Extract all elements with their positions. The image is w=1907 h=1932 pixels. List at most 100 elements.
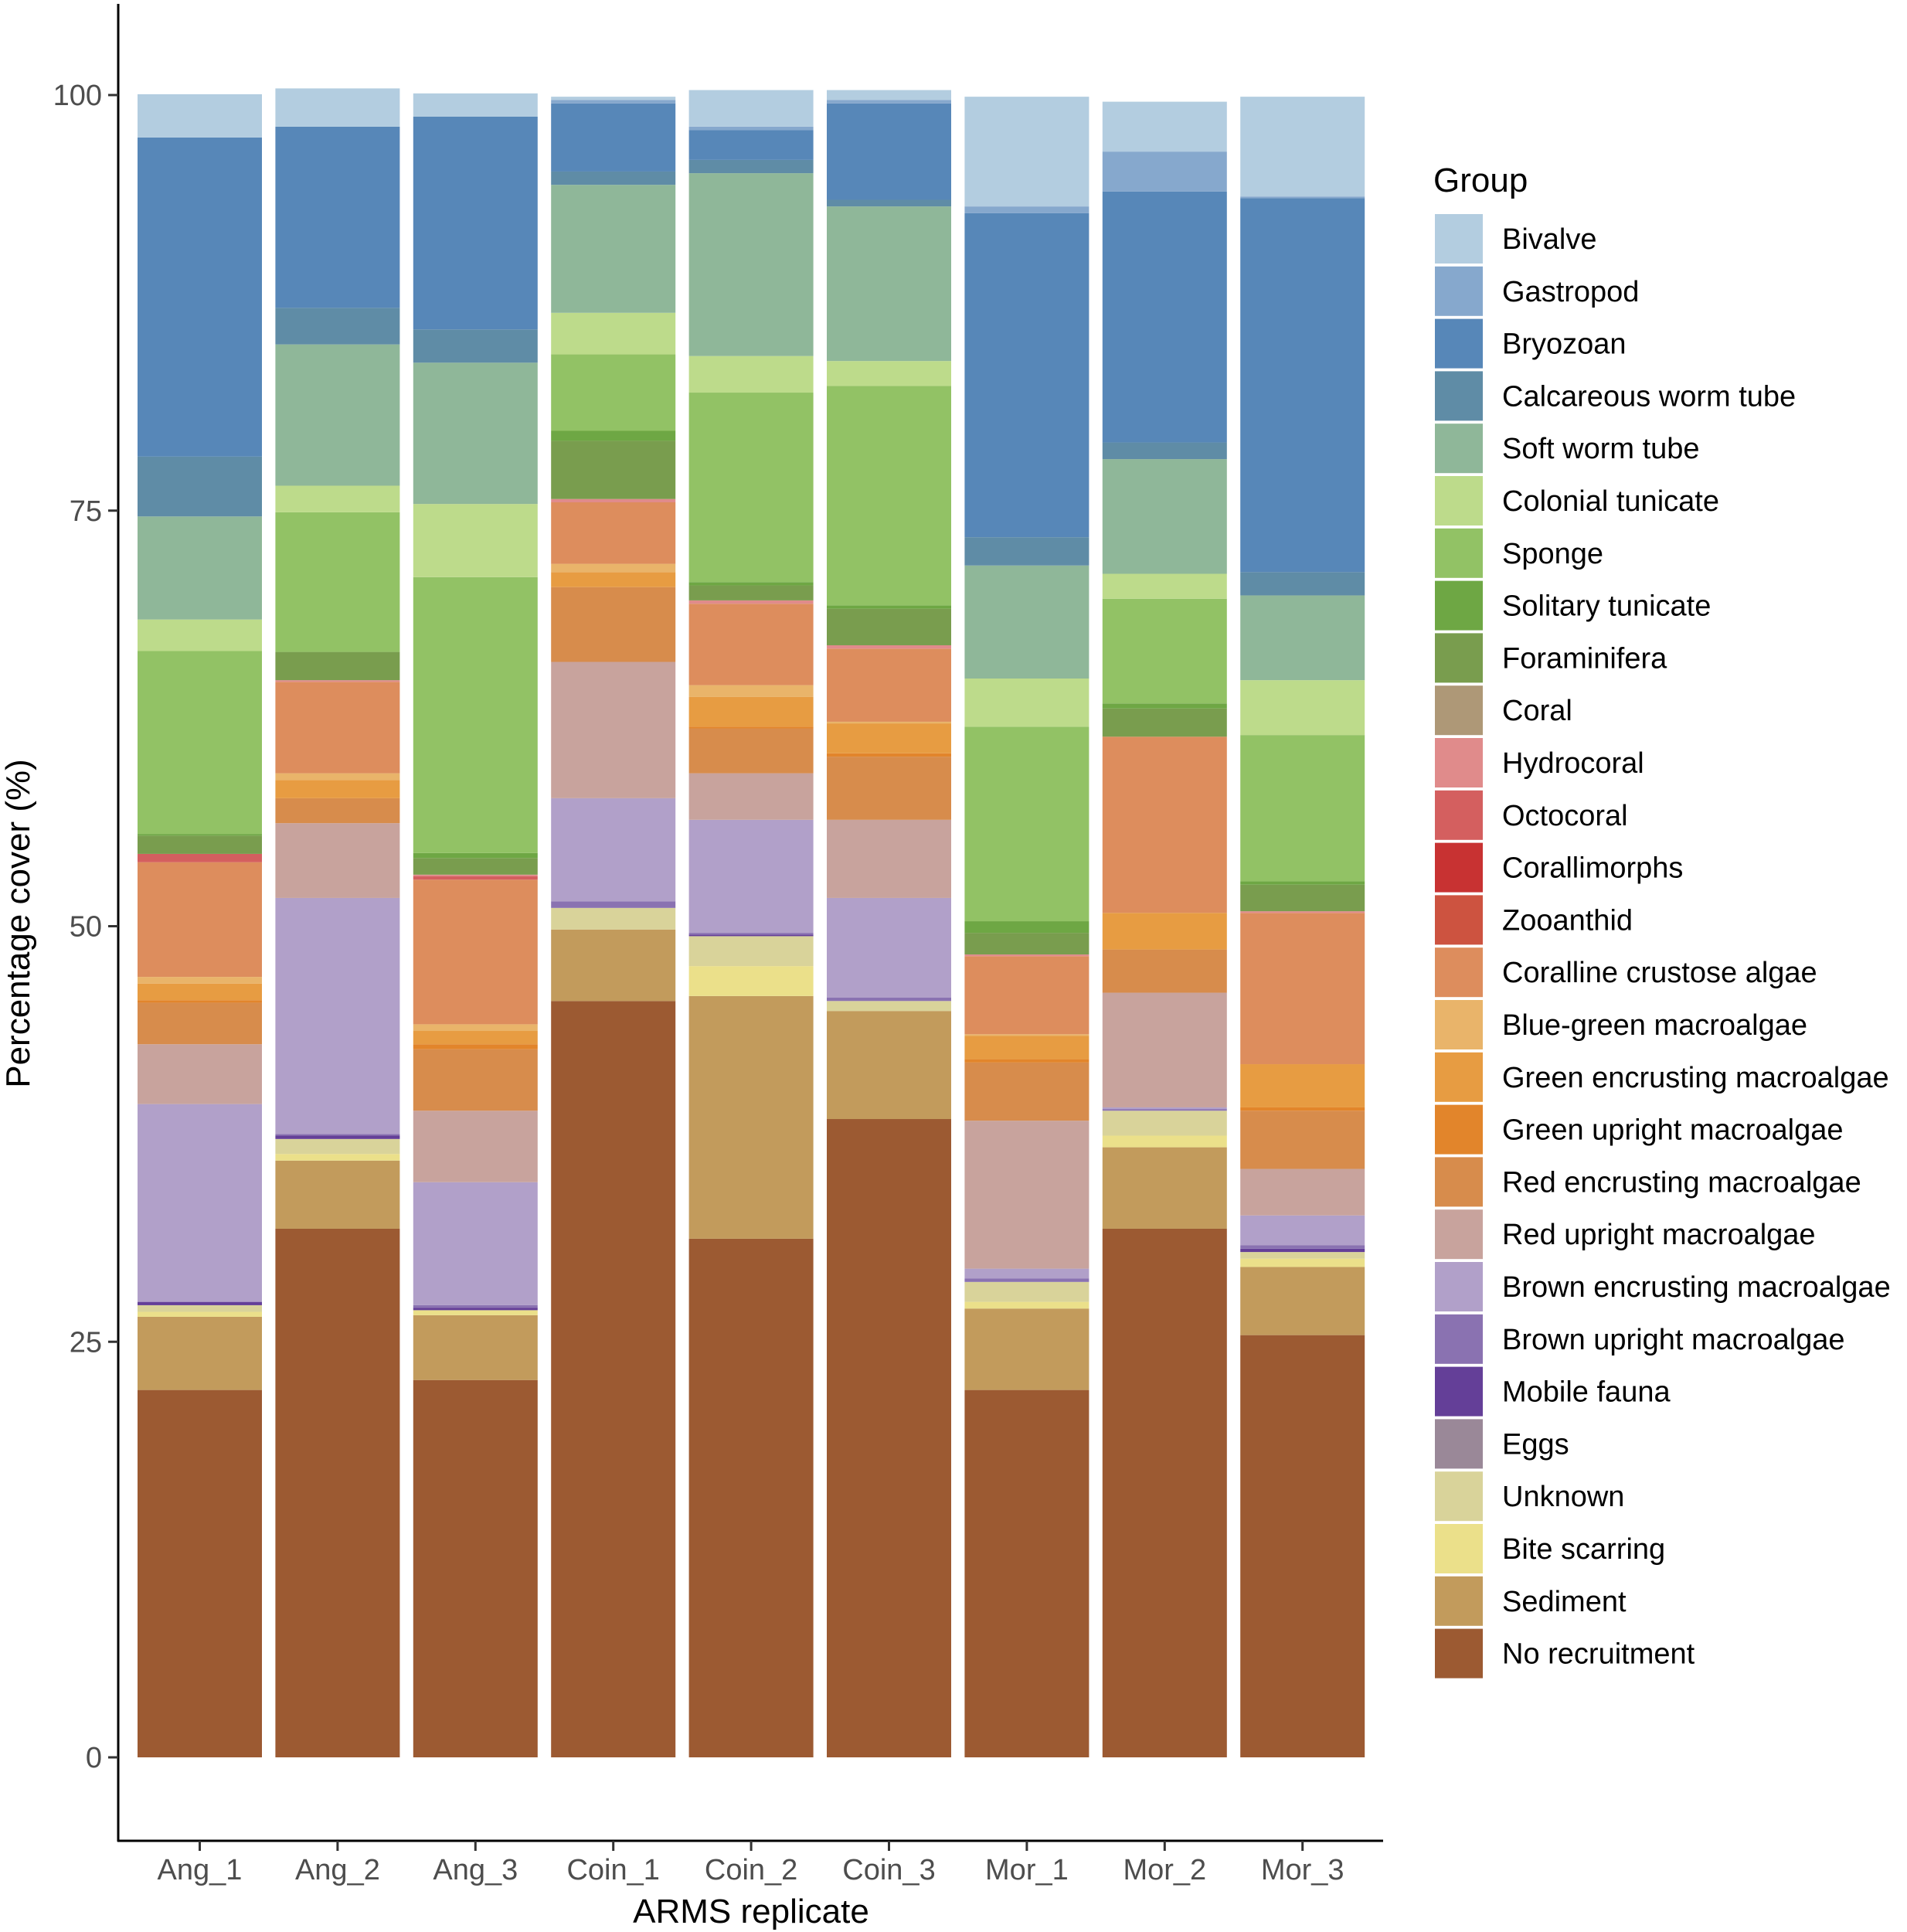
bar-segment-calcareous-worm-tube [275, 308, 400, 345]
bar-segment-red-encrusting-macroalgae [413, 1049, 538, 1111]
bar-segment-foraminifera [964, 933, 1089, 955]
legend-label: Gastropod [1502, 276, 1639, 308]
bar-segment-green-upright-macroalgae [138, 1000, 262, 1003]
legend-key [1435, 1366, 1483, 1417]
bar-segment-soft-worm-tube [688, 173, 814, 356]
bar-segment-bite-scarring [138, 1311, 262, 1317]
legend-item-sediment: Sediment [1435, 1576, 1627, 1626]
bar-segment-gastropod [964, 206, 1089, 213]
legend-key [1435, 371, 1483, 421]
bar-segment-foraminifera [551, 440, 676, 499]
legend-label: Colonial tunicate [1502, 485, 1719, 518]
legend-label: No recruitment [1502, 1638, 1695, 1671]
bar-segment-coralline-crustose-algae [964, 956, 1089, 1035]
bar-segment-green-upright-macroalgae [413, 1044, 538, 1049]
legend-label: Blue-green macroalgae [1502, 1009, 1807, 1042]
legend-item-red-encrusting-macroalgae: Red encrusting macroalgae [1435, 1157, 1861, 1207]
bar-ang-2 [275, 88, 400, 1757]
bar-segment-bryozoan [964, 213, 1089, 538]
bar-segment-brown-encrusting-macroalgae [413, 1182, 538, 1305]
bar-segment-red-encrusting-macroalgae [1102, 949, 1227, 993]
bar-segment-bryozoan [688, 130, 814, 160]
bar-segment-bryozoan [827, 103, 951, 200]
bar-segment-no-recruitment [1102, 1228, 1227, 1757]
legend-key [1435, 580, 1483, 631]
bar-segment-mobile-fauna [1240, 1248, 1365, 1253]
legend-key [1435, 528, 1483, 578]
bar-segment-calcareous-worm-tube [964, 537, 1089, 566]
bar-segment-bivalve [275, 88, 400, 127]
bar-segment-colonial-tunicate [413, 504, 538, 577]
bar-segment-brown-upright-macroalgae [688, 933, 814, 935]
bar-segment-unknown [688, 936, 814, 967]
bar-segment-mobile-fauna [275, 1135, 400, 1139]
bar-segment-bivalve [413, 93, 538, 117]
bar-segment-red-encrusting-macroalgae [138, 1002, 262, 1045]
bar-segment-bivalve [138, 94, 262, 138]
legend-item-blue-green-macroalgae: Blue-green macroalgae [1435, 1000, 1807, 1049]
bar-segment-unknown [551, 907, 676, 930]
bar-segment-mobile-fauna [138, 1301, 262, 1305]
bar-segment-foraminifera [688, 585, 814, 600]
bar-segment-blue-green-macroalgae [551, 563, 676, 573]
legend-key [1435, 633, 1483, 683]
bar-segment-solitary-tunicate [1102, 703, 1227, 709]
bar-segment-coralline-crustose-algae [827, 648, 951, 722]
legend-label: Solitary tunicate [1502, 590, 1711, 623]
bar-coin-3 [827, 90, 951, 1757]
legend-item-mobile-fauna: Mobile fauna [1435, 1366, 1671, 1417]
bar-segment-coralline-crustose-algae [1102, 736, 1227, 913]
bar-segment-sediment [1102, 1147, 1227, 1229]
bar-segment-colonial-tunicate [688, 355, 814, 393]
legend-item-bivalve: Bivalve [1435, 214, 1597, 264]
bar-coin-1 [551, 97, 676, 1757]
x-tick-label: Coin_1 [566, 1854, 659, 1886]
x-axis-title: ARMS replicate [633, 1893, 869, 1930]
x-tick-label: Mor_3 [1261, 1854, 1344, 1886]
bar-segment-calcareous-worm-tube [688, 159, 814, 174]
bar-segment-coralline-crustose-algae [138, 862, 262, 978]
bar-segment-red-upright-macroalgae [1102, 992, 1227, 1107]
bar-segment-bivalve [827, 90, 951, 100]
bar-segment-brown-encrusting-macroalgae [275, 897, 400, 1134]
bar-segment-soft-worm-tube [138, 516, 262, 620]
bar-segment-bite-scarring [688, 966, 814, 996]
bar-segment-foraminifera [1102, 708, 1227, 737]
bar-segment-green-encrusting-macroalgae [688, 696, 814, 727]
legend-label: Green upright macroalgae [1502, 1114, 1843, 1147]
bar-segment-soft-worm-tube [413, 362, 538, 505]
bar-segment-sponge [275, 512, 400, 652]
legend-key [1435, 1262, 1483, 1311]
legend-key [1435, 842, 1483, 893]
bar-segment-mobile-fauna [413, 1308, 538, 1311]
bar-segment-brown-upright-macroalgae [413, 1304, 538, 1308]
bar-mor-1 [964, 97, 1089, 1757]
bar-segment-sediment [1240, 1267, 1365, 1335]
bar-segment-brown-encrusting-macroalgae [1240, 1215, 1365, 1246]
y-axis-title: Percentage cover (%) [0, 759, 37, 1088]
bar-segment-hydrocoral [827, 645, 951, 649]
bar-segment-sponge [138, 651, 262, 835]
bar-segment-red-encrusting-macroalgae [551, 587, 676, 662]
bar-segment-blue-green-macroalgae [413, 1024, 538, 1032]
legend-label: Corallimorphs [1502, 852, 1683, 885]
bar-segment-colonial-tunicate [1102, 573, 1227, 599]
bar-segment-hydrocoral [964, 954, 1089, 957]
x-tick-label: Mor_2 [1123, 1854, 1206, 1886]
bar-segment-sediment [827, 1011, 951, 1120]
bar-segment-red-upright-macroalgae [138, 1044, 262, 1104]
bar-segment-brown-upright-macroalgae [275, 1134, 400, 1136]
bar-segment-calcareous-worm-tube [827, 199, 951, 207]
y-tick-label: 50 [70, 911, 102, 944]
legend-label: Octocoral [1502, 800, 1628, 832]
legend-label: Sediment [1502, 1586, 1627, 1618]
bar-segment-no-recruitment [827, 1119, 951, 1757]
bar-segment-red-encrusting-macroalgae [827, 757, 951, 820]
bar-segment-green-encrusting-macroalgae [827, 723, 951, 753]
y-tick-label: 25 [70, 1326, 102, 1359]
legend-key [1435, 1314, 1483, 1364]
bar-segment-brown-upright-macroalgae [1102, 1109, 1227, 1111]
bar-segment-soft-worm-tube [827, 206, 951, 362]
bar-segment-bryozoan [413, 116, 538, 330]
bar-segment-unknown [964, 1281, 1089, 1302]
